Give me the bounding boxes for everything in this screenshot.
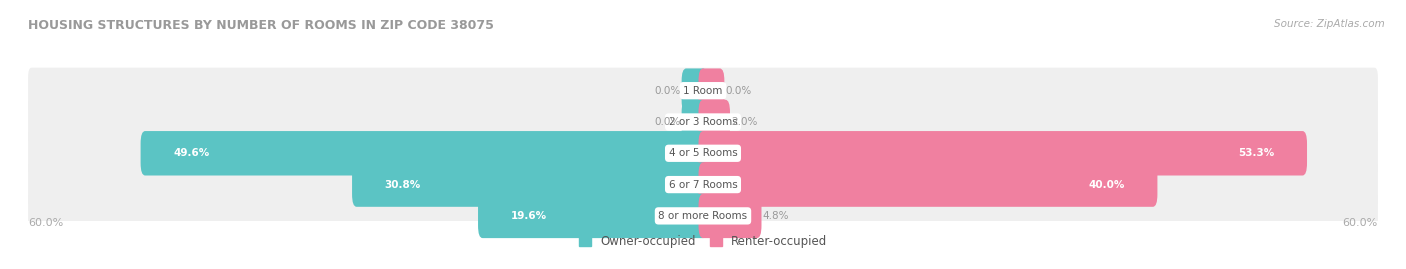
Text: 60.0%: 60.0% — [28, 218, 63, 228]
Text: 53.3%: 53.3% — [1239, 148, 1274, 158]
Text: 2.0%: 2.0% — [731, 117, 758, 127]
FancyBboxPatch shape — [682, 100, 707, 144]
FancyBboxPatch shape — [478, 194, 707, 238]
Legend: Owner-occupied, Renter-occupied: Owner-occupied, Renter-occupied — [574, 230, 832, 253]
Text: 6 or 7 Rooms: 6 or 7 Rooms — [669, 180, 737, 190]
FancyBboxPatch shape — [699, 100, 730, 144]
FancyBboxPatch shape — [28, 68, 1378, 114]
Text: Source: ZipAtlas.com: Source: ZipAtlas.com — [1274, 19, 1385, 29]
FancyBboxPatch shape — [699, 131, 1308, 175]
Text: 19.6%: 19.6% — [510, 211, 547, 221]
Text: 0.0%: 0.0% — [654, 86, 681, 96]
FancyBboxPatch shape — [699, 162, 1157, 207]
FancyBboxPatch shape — [699, 68, 724, 113]
FancyBboxPatch shape — [682, 68, 707, 113]
Text: 60.0%: 60.0% — [1343, 218, 1378, 228]
Text: 0.0%: 0.0% — [654, 117, 681, 127]
Text: 30.8%: 30.8% — [385, 180, 420, 190]
FancyBboxPatch shape — [28, 193, 1378, 239]
FancyBboxPatch shape — [699, 194, 762, 238]
FancyBboxPatch shape — [28, 162, 1378, 208]
Text: HOUSING STRUCTURES BY NUMBER OF ROOMS IN ZIP CODE 38075: HOUSING STRUCTURES BY NUMBER OF ROOMS IN… — [28, 19, 494, 32]
Text: 4 or 5 Rooms: 4 or 5 Rooms — [669, 148, 737, 158]
FancyBboxPatch shape — [28, 130, 1378, 176]
Text: 0.0%: 0.0% — [725, 86, 752, 96]
Text: 49.6%: 49.6% — [173, 148, 209, 158]
FancyBboxPatch shape — [28, 99, 1378, 145]
Text: 2 or 3 Rooms: 2 or 3 Rooms — [669, 117, 737, 127]
Text: 40.0%: 40.0% — [1088, 180, 1125, 190]
Text: 4.8%: 4.8% — [762, 211, 789, 221]
FancyBboxPatch shape — [141, 131, 707, 175]
Text: 1 Room: 1 Room — [683, 86, 723, 96]
FancyBboxPatch shape — [352, 162, 707, 207]
Text: 8 or more Rooms: 8 or more Rooms — [658, 211, 748, 221]
